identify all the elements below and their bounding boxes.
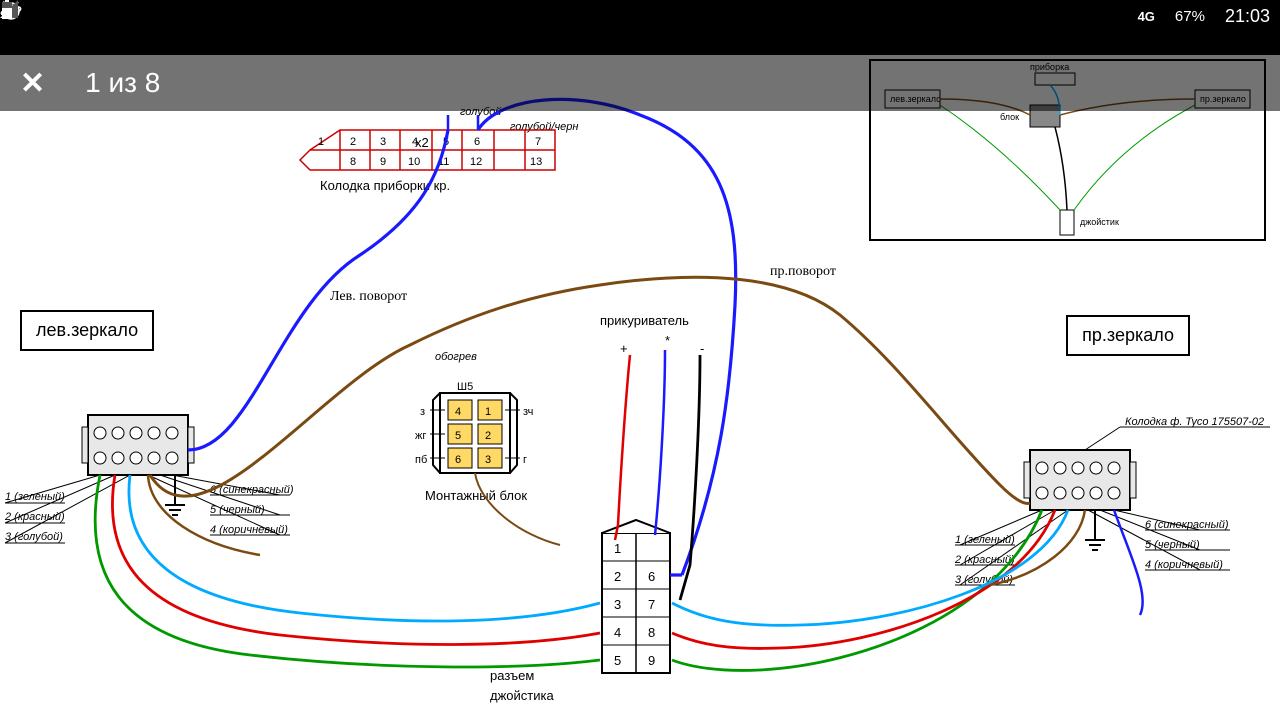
svg-text:г: г: [523, 454, 527, 466]
wire-brown-heat: [150, 277, 1030, 503]
wire-cyan-right: [672, 510, 1068, 625]
left-mirror-connector: [82, 415, 194, 515]
svg-text:*: *: [665, 333, 670, 348]
clock: 21:03: [1225, 6, 1270, 27]
svg-text:3: 3: [380, 136, 386, 148]
svg-text:6: 6: [455, 454, 461, 466]
svg-text:2: 2: [350, 136, 356, 148]
svg-text:1: 1: [485, 406, 491, 418]
right-mirror-legend: 1 (зеленый) 2 (красный) 3 (голубой) 6 (с…: [954, 510, 1230, 586]
mount-block: Ш5 4 1 5 2 6 3 з жг пб зч г Монтажный блок: [415, 381, 533, 503]
svg-text:4: 4: [412, 136, 418, 148]
svg-text:2: 2: [614, 569, 621, 584]
svg-text:блок: блок: [1000, 112, 1019, 122]
svg-text:8: 8: [350, 156, 356, 168]
svg-text:1: 1: [614, 541, 621, 556]
svg-text:4 (коричневый): 4 (коричневый): [210, 524, 288, 536]
svg-text:голубой/черн: голубой/черн: [510, 121, 578, 133]
image-viewer-bar: ✕ 1 из 8: [0, 55, 1280, 111]
svg-text:+: +: [620, 341, 628, 356]
svg-text:4: 4: [455, 406, 461, 418]
svg-text:1 (зеленый): 1 (зеленый): [955, 534, 1015, 546]
svg-text:7: 7: [535, 136, 541, 148]
svg-text:6: 6: [648, 569, 655, 584]
svg-text:12: 12: [470, 156, 482, 168]
svg-text:13: 13: [530, 156, 542, 168]
wiring-svg: лев.зеркало пр.зеркало приборка блок джо…: [0, 55, 1280, 720]
svg-text:разъем: разъем: [490, 668, 534, 683]
svg-text:жг: жг: [415, 430, 426, 442]
svg-text:3: 3: [614, 597, 621, 612]
lighter-label: прикуриватель + * -: [600, 313, 704, 356]
svg-text:6 (синекрасный): 6 (синекрасный): [1145, 519, 1229, 531]
svg-text:4 (коричневый): 4 (коричневый): [1145, 559, 1223, 571]
svg-text:зч: зч: [523, 406, 533, 418]
svg-text:3 (голубой): 3 (голубой): [5, 531, 63, 543]
svg-text:2: 2: [485, 430, 491, 442]
svg-text:пб: пб: [415, 454, 427, 466]
battery-percent: 67%: [1175, 8, 1205, 25]
android-statusbar: 4G 67% 21:03: [0, 0, 1280, 32]
svg-text:6: 6: [474, 136, 480, 148]
image-counter: 1 из 8: [85, 67, 160, 99]
svg-text:10: 10: [408, 156, 420, 168]
svg-text:Монтажный блок: Монтажный блок: [425, 488, 527, 503]
svg-text:5: 5: [614, 653, 621, 668]
close-icon[interactable]: ✕: [20, 66, 45, 101]
svg-text:пр.поворот: пр.поворот: [770, 264, 836, 279]
diagram-canvas: лев.зеркало пр.зеркало лев.зеркало пр.зе…: [0, 55, 1280, 720]
svg-text:8: 8: [648, 625, 655, 640]
wire-black-lighter: [680, 355, 700, 600]
svg-text:Ш5: Ш5: [457, 381, 473, 393]
svg-text:9: 9: [648, 653, 655, 668]
connector-x2: x2 голубой голубой/черн 1 23 45 67 89 10…: [300, 106, 578, 193]
svg-text:-: -: [700, 341, 704, 356]
svg-text:обогрев: обогрев: [435, 351, 477, 363]
svg-text:Лев. поворот: Лев. поворот: [330, 289, 407, 304]
svg-text:джойстик: джойстик: [1080, 217, 1119, 227]
svg-text:5 (черный): 5 (черный): [210, 504, 265, 516]
network-type: 4G: [1138, 9, 1155, 24]
wire-cyan-left: [129, 475, 600, 621]
wire-red-lighter: [615, 355, 630, 540]
svg-text:з: з: [420, 406, 425, 418]
svg-text:1: 1: [318, 136, 324, 148]
svg-text:прикуриватель: прикуриватель: [600, 313, 689, 328]
svg-text:3: 3: [485, 454, 491, 466]
joystick-connector: 1 2 6 3 7 4 8 5 9 разъем джойстика: [490, 520, 670, 703]
svg-text:2 (красный): 2 (красный): [4, 511, 65, 523]
svg-text:7: 7: [648, 597, 655, 612]
svg-text:5: 5: [455, 430, 461, 442]
svg-text:9: 9: [380, 156, 386, 168]
svg-text:4: 4: [614, 625, 621, 640]
svg-text:джойстика: джойстика: [490, 688, 554, 703]
svg-text:2 (красный): 2 (красный): [954, 554, 1015, 566]
svg-text:Колодка ф. Tyco 175507-02: Колодка ф. Tyco 175507-02: [1125, 416, 1264, 428]
